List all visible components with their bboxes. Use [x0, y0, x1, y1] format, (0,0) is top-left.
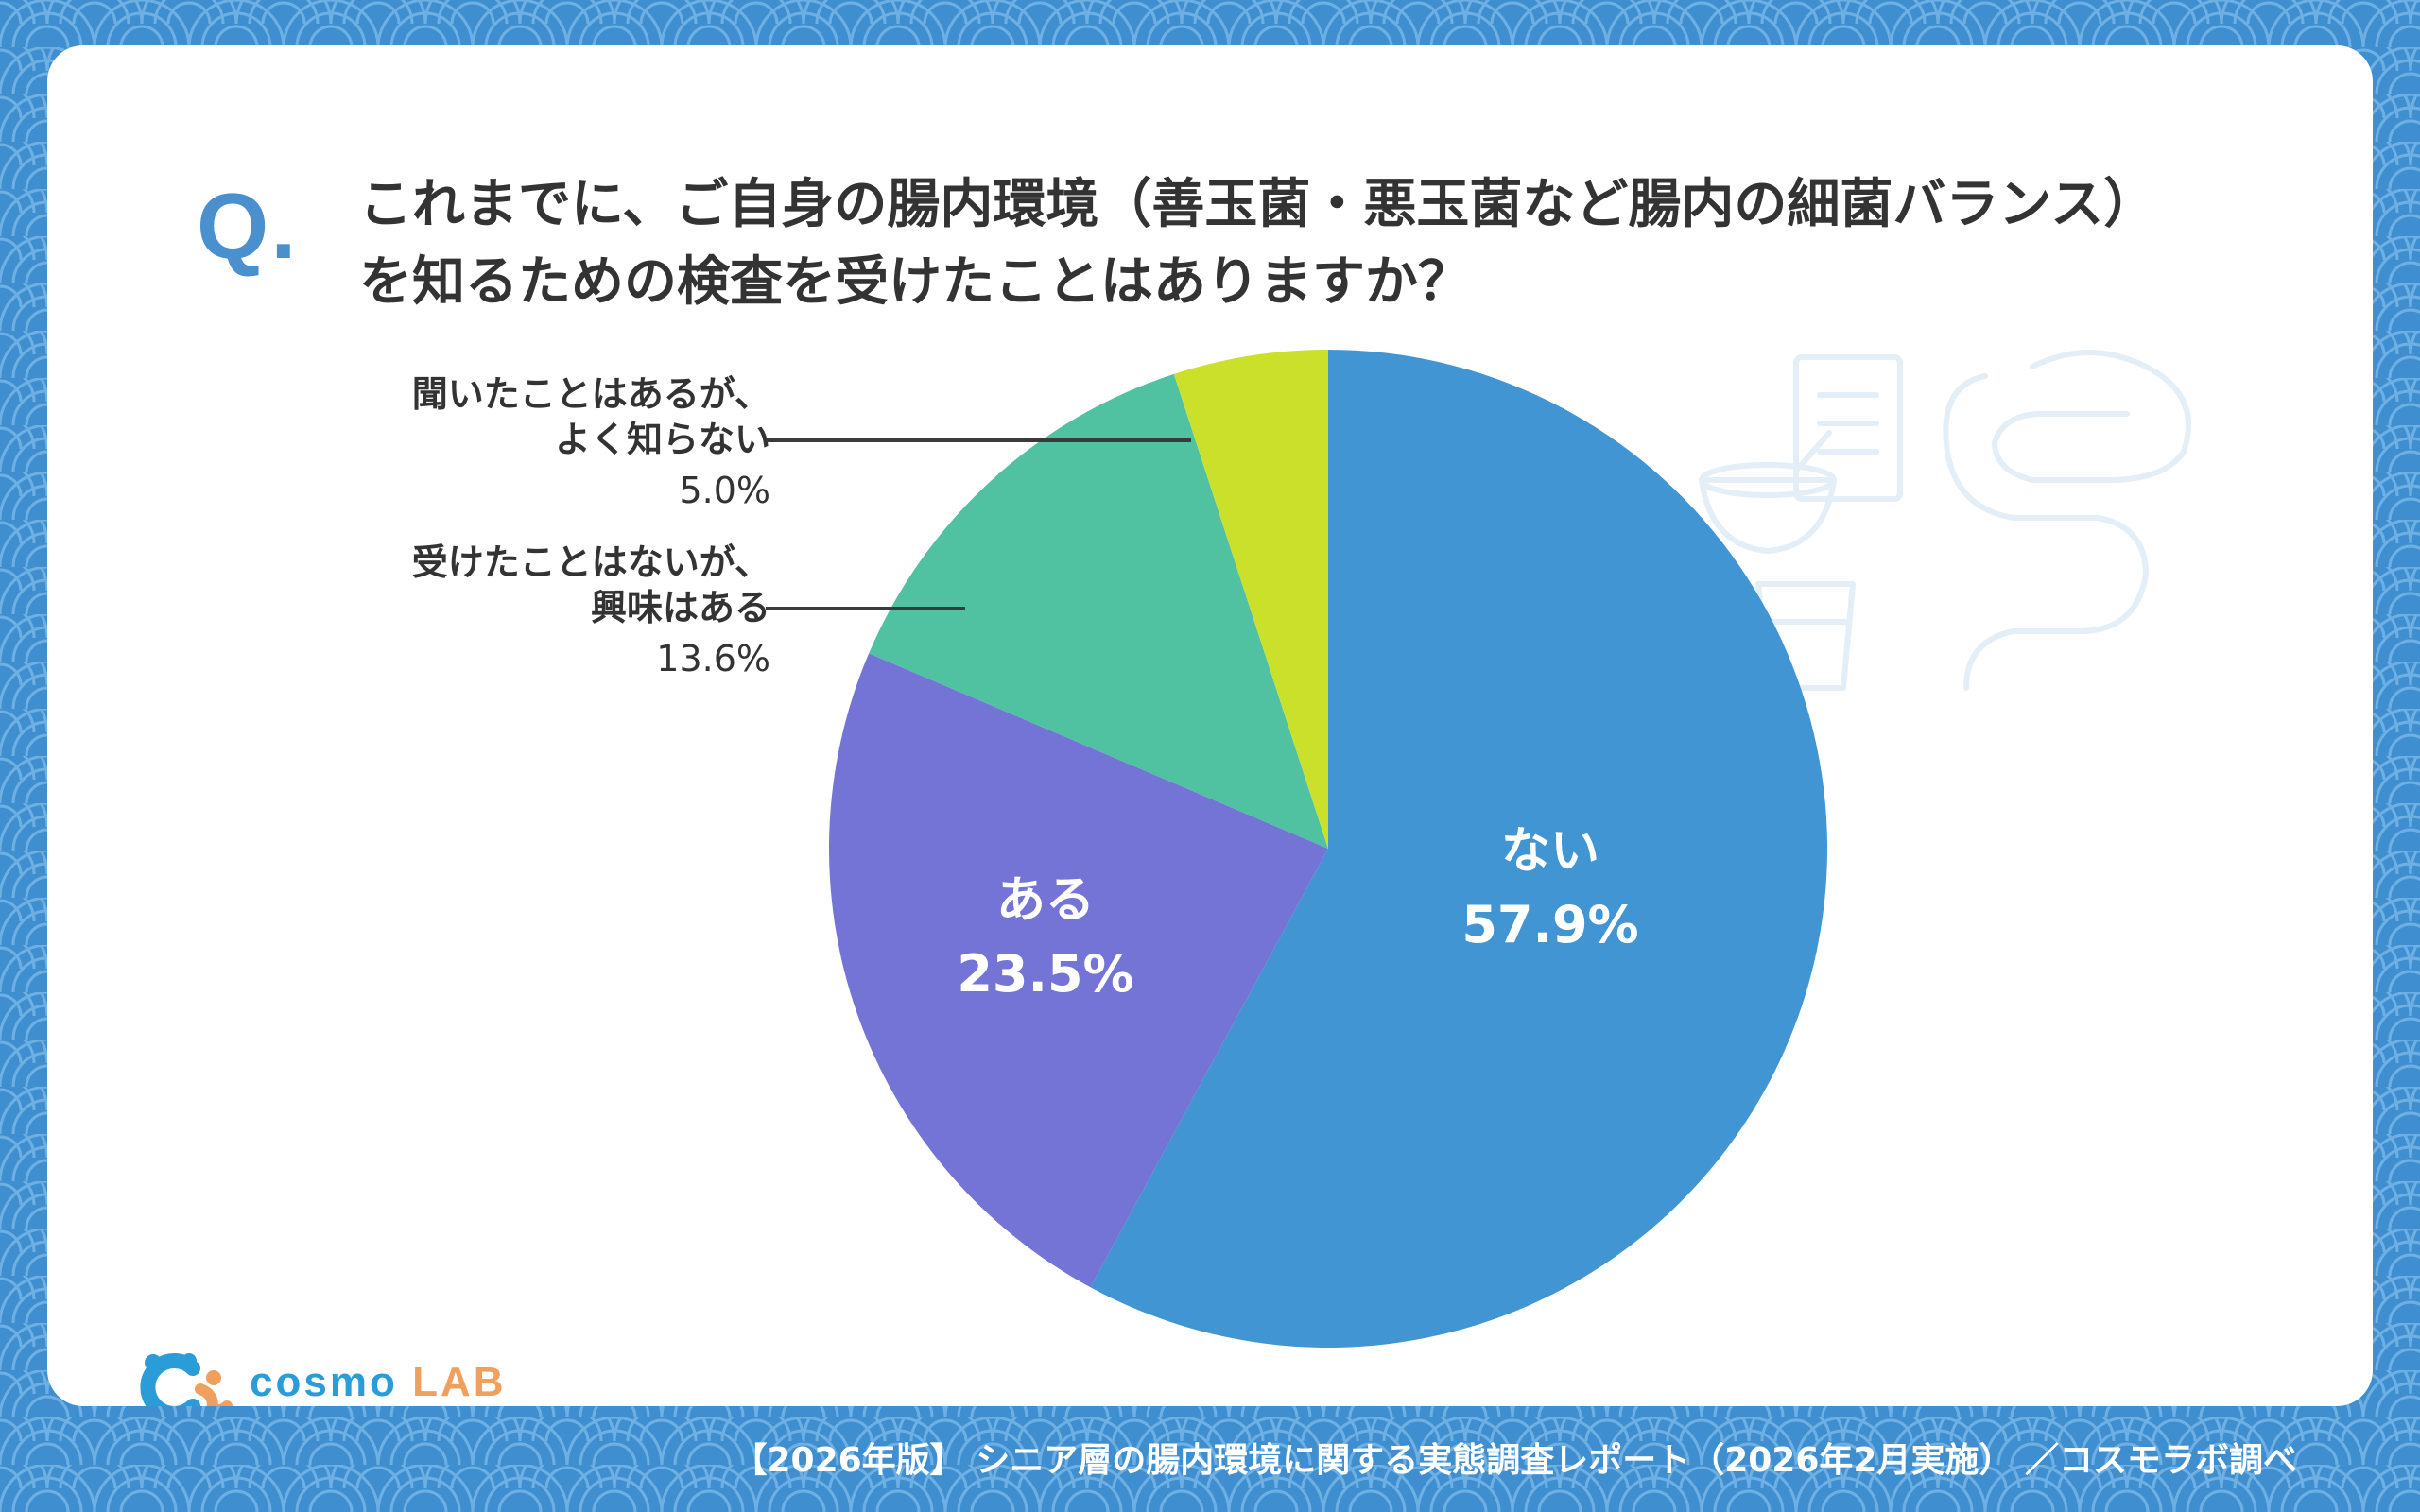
label-interested-line2: 興味はある [590, 587, 770, 628]
question-line-1: これまでに、ご自身の腸内環境（善玉菌・悪玉菌など腸内の細菌バランス） [359, 174, 2157, 235]
footer-source: 【2026年版】 シニア層の腸内環境に関する実態調査レポート（2026年2月実施… [733, 1441, 2297, 1480]
logo-mark-icon [140, 1353, 233, 1406]
label-yes-value: 23.5% [957, 944, 1134, 1004]
pie-slice-3 [1173, 350, 1328, 849]
pie-chart [829, 350, 1828, 1348]
label-no: ない 57.9% [1409, 815, 1692, 962]
logo-word-cosmo: cosmo [250, 1359, 398, 1405]
pie-slice-0 [1090, 350, 1828, 1348]
leader-line-interested [766, 607, 965, 610]
question-mark: Q. [197, 174, 299, 278]
label-interested-value: 13.6% [656, 638, 770, 679]
pie-slice-2 [869, 373, 1328, 849]
question-line-2: を知るための検査を受けたことはありますか？ [359, 251, 1471, 313]
label-yes-text: ある [995, 872, 1095, 929]
label-heard-line2: よく知らない [554, 419, 770, 460]
label-interested-line1: 受けたことはないが、 [411, 541, 770, 583]
label-no-value: 57.9% [1461, 895, 1639, 954]
label-heard-not-know: 聞いたことはあるが、 よく知らない 5.0% [412, 371, 770, 517]
label-interested: 受けたことはないが、 興味はある 13.6% [412, 540, 770, 685]
chart-card: Q. これまでに、ご自身の腸内環境（善玉菌・悪玉菌など腸内の細菌バランス） を知… [47, 45, 2373, 1406]
label-heard-line1: 聞いたことはあるが、 [411, 373, 770, 415]
logo-text: cosmo LAB [250, 1359, 507, 1406]
cosmo-lab-logo: cosmo LAB [134, 1340, 531, 1406]
label-yes: ある 23.5% [904, 864, 1187, 1011]
leader-line-heard [766, 438, 1191, 442]
pie-slice-1 [829, 653, 1328, 1288]
label-heard-value: 5.0% [679, 470, 770, 511]
logo-word-lab: LAB [412, 1359, 507, 1405]
label-no-text: ない [1500, 823, 1599, 880]
question-text: これまでに、ご自身の腸内環境（善玉菌・悪玉菌など腸内の細菌バランス） を知るため… [359, 166, 2373, 321]
